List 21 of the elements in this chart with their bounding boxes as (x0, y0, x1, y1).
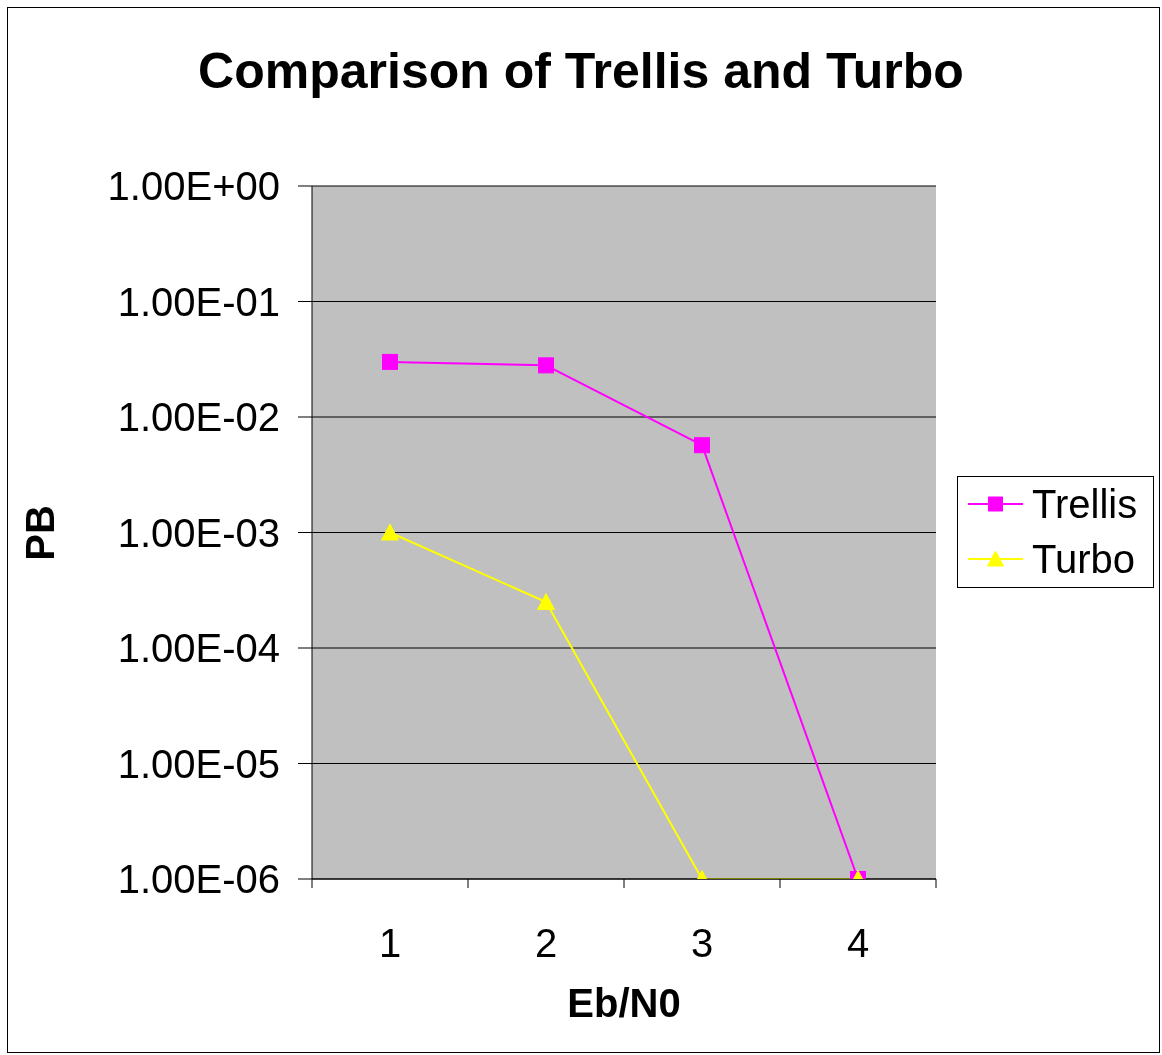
y-tick-label: 1.00E-06 (117, 857, 280, 902)
y-axis-title: PB (18, 505, 62, 561)
y-tick-label: 1.00E-05 (117, 741, 280, 786)
y-tick-label: 1.00E+00 (107, 164, 280, 209)
point (694, 437, 710, 454)
chart-title: Comparison of Trellis and Turbo (197, 43, 965, 101)
x-tick-label: 2 (534, 921, 558, 965)
point (538, 357, 554, 374)
x-tick-label: 1 (378, 921, 402, 965)
x-tick-label: 3 (690, 921, 714, 965)
x-axis-title: Eb/N0 (566, 980, 682, 1026)
legend-label: Turbo (1032, 537, 1136, 581)
y-tick-label: 1.00E-02 (117, 395, 280, 440)
point (537, 593, 555, 611)
point (381, 523, 399, 541)
point (382, 353, 398, 370)
y-tick-label: 1.00E-03 (117, 510, 280, 555)
y-tick-label: 1.00E-04 (117, 626, 280, 671)
y-tick-label: 1.00E-01 (117, 279, 280, 324)
x-tick-label: 4 (846, 921, 870, 965)
legend-label: Trellis (1032, 482, 1138, 526)
